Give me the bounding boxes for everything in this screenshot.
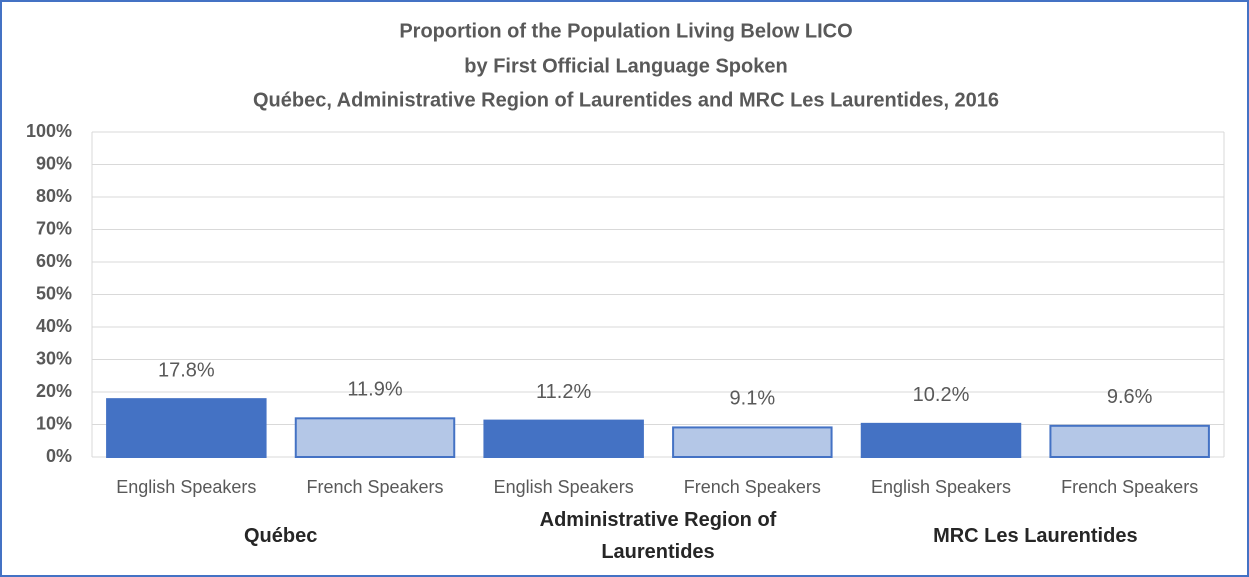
data-label: 9.1% — [730, 388, 776, 410]
x-tick-label: English Speakers — [871, 477, 1011, 497]
bar — [1049, 424, 1210, 458]
group-label: Administrative Region of Laurentides — [539, 509, 777, 563]
y-tick-label: 10% — [36, 413, 72, 433]
y-tick-label: 0% — [46, 446, 72, 466]
bar — [106, 398, 267, 458]
bar — [483, 419, 644, 459]
x-tick-label: French Speakers — [684, 477, 821, 497]
x-tick-label: French Speakers — [1061, 477, 1198, 497]
bar — [672, 426, 833, 458]
y-tick-label: 30% — [36, 348, 72, 368]
group-label: MRC Les Laurentides — [933, 525, 1138, 547]
data-label: 11.2% — [536, 381, 591, 403]
bar — [294, 417, 456, 459]
y-tick-label: 50% — [36, 283, 72, 303]
chart-title: Proportion of the Population Living Belo… — [399, 20, 852, 42]
group-label: Québec — [243, 525, 318, 547]
y-tick-label: 70% — [36, 218, 72, 238]
x-tick-label: English Speakers — [494, 477, 634, 497]
data-label: 17.8% — [158, 359, 215, 381]
data-label: 10.2% — [913, 384, 970, 406]
y-tick-label: 60% — [36, 251, 72, 271]
x-tick-label: French Speakers — [306, 477, 443, 497]
bar — [860, 422, 1022, 459]
y-tick-label: 100% — [26, 121, 72, 141]
chart-title: by First Official Language Spoken — [464, 55, 787, 77]
data-label: 9.6% — [1107, 386, 1153, 408]
y-tick-label: 80% — [36, 186, 72, 206]
x-tick-label: English Speakers — [116, 477, 256, 497]
chart-title: Québec, Administrative Region of Laurent… — [253, 89, 999, 111]
y-tick-label: 90% — [36, 153, 72, 173]
data-label: 11.9% — [347, 379, 402, 401]
y-tick-label: 40% — [36, 316, 72, 336]
y-tick-label: 20% — [36, 381, 72, 401]
